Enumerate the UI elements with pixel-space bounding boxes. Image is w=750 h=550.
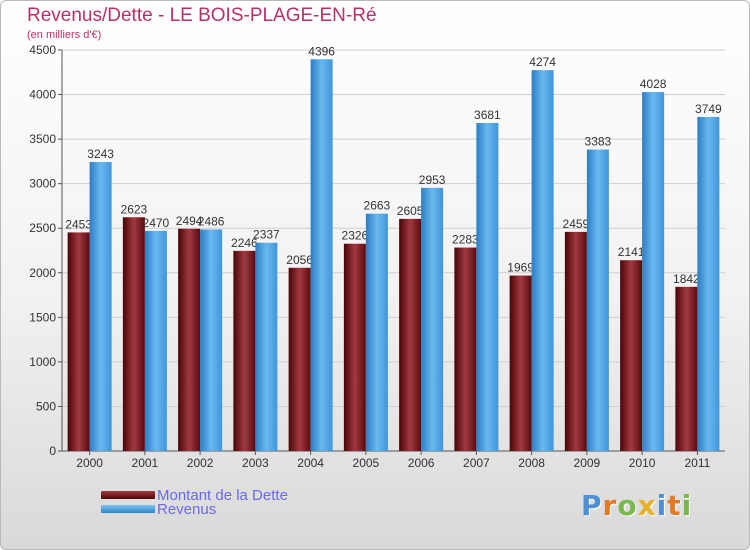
- data-label-debt: 2453: [65, 217, 92, 231]
- y-tick-label: 2000: [29, 266, 56, 280]
- chart-title: Revenus/Dette - LE BOIS-PLAGE-EN-Ré: [27, 5, 377, 26]
- data-label-debt: 2605: [397, 204, 424, 218]
- x-tick-label: 2010: [629, 456, 656, 470]
- legend-swatch-debt: [101, 491, 155, 499]
- x-tick-label: 2000: [76, 456, 103, 470]
- x-tick-label: 2002: [187, 456, 214, 470]
- x-tick-label: 2008: [518, 456, 545, 470]
- bar-debt: [122, 217, 145, 451]
- data-label-revenus: 3383: [585, 135, 612, 149]
- bar-revenus: [365, 213, 388, 451]
- y-tick-label: 0: [49, 444, 56, 458]
- data-label-revenus: 2470: [143, 216, 170, 230]
- x-tick-label: 2005: [353, 456, 380, 470]
- bar-revenus: [421, 187, 444, 451]
- bar-debt: [564, 231, 587, 451]
- bar-revenus: [586, 149, 609, 451]
- bar-debt: [288, 267, 311, 451]
- x-tick-label: 2007: [463, 456, 490, 470]
- y-tick-label: 3000: [29, 177, 56, 191]
- legend-label-debt: Montant de la Dette: [157, 486, 288, 504]
- x-tick-label: 2009: [574, 456, 601, 470]
- data-label-debt: 1969: [507, 261, 534, 275]
- y-tick-label: 4500: [29, 43, 56, 57]
- data-label-debt: 2459: [563, 217, 590, 231]
- x-tick-label: 2011: [684, 456, 710, 470]
- y-tick-label: 1500: [29, 310, 56, 324]
- bar-debt: [620, 260, 643, 451]
- x-tick-label: 2004: [297, 456, 324, 470]
- y-tick-label: 1000: [29, 355, 56, 369]
- y-tick-label: 500: [36, 399, 56, 413]
- data-label-revenus: 4028: [640, 77, 667, 91]
- bar-revenus: [200, 229, 223, 451]
- data-label-revenus: 4396: [308, 44, 335, 58]
- data-label-revenus: 2486: [198, 214, 225, 228]
- bar-debt: [67, 232, 90, 451]
- bar-debt: [675, 286, 698, 451]
- data-label-revenus: 3749: [695, 102, 722, 116]
- bar-revenus: [255, 242, 278, 451]
- data-label-debt: 2246: [231, 236, 258, 250]
- bar-revenus: [531, 70, 554, 452]
- bar-revenus: [89, 162, 112, 451]
- bar-debt: [454, 247, 477, 451]
- data-label-revenus: 2663: [364, 199, 391, 213]
- proxiti-logo: Proxiti: [581, 489, 693, 522]
- x-tick-label: 2003: [242, 456, 269, 470]
- data-label-revenus: 3243: [87, 147, 114, 161]
- data-label-revenus: 2337: [253, 228, 280, 242]
- x-tick-label: 2001: [132, 456, 159, 470]
- bar-debt: [399, 218, 422, 451]
- bar-revenus: [144, 230, 167, 451]
- data-label-revenus: 4274: [529, 55, 556, 69]
- x-tick-label: 2006: [408, 456, 435, 470]
- y-tick-label: 4000: [29, 88, 56, 102]
- data-label-debt: 2283: [452, 233, 479, 247]
- bar-revenus: [310, 59, 333, 452]
- data-label-debt: 2326: [342, 229, 369, 243]
- chart-subtitle: (en milliers d'€): [27, 29, 102, 41]
- bar-debt: [343, 243, 366, 451]
- bar-revenus: [642, 92, 665, 451]
- legend-item-revenus: Revenus: [101, 500, 217, 518]
- y-tick-label: 2500: [29, 221, 56, 235]
- y-tick-label: 3500: [29, 132, 56, 146]
- legend-label-revenus: Revenus: [157, 500, 217, 518]
- data-label-revenus: 2953: [419, 173, 446, 187]
- legend-item-debt: Montant de la Dette: [101, 486, 288, 504]
- bar-revenus: [697, 116, 720, 451]
- data-label-debt: 2494: [176, 214, 203, 228]
- data-label-debt: 2056: [286, 253, 313, 267]
- data-label-debt: 2623: [121, 202, 148, 216]
- legend-swatch-revenus: [101, 505, 155, 513]
- data-label-debt: 2141: [618, 245, 645, 259]
- bar-revenus: [476, 122, 499, 452]
- data-label-debt: 1842: [673, 272, 700, 286]
- bar-debt: [233, 250, 256, 451]
- data-label-revenus: 3681: [474, 108, 501, 122]
- bar-debt: [178, 228, 201, 451]
- bar-debt: [509, 275, 532, 451]
